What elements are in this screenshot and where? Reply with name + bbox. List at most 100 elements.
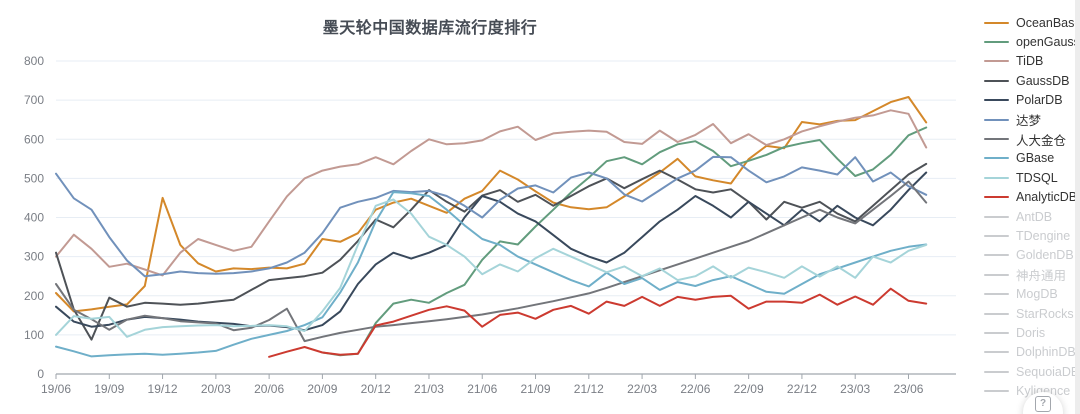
- series-line-GaussDB: [55, 162, 928, 341]
- legend-item-Kyligence[interactable]: Kyligence: [984, 381, 1080, 400]
- legend-marker: [984, 196, 1009, 199]
- legend-item-达梦[interactable]: 达梦: [984, 110, 1080, 129]
- y-axis-label: 700: [24, 93, 44, 107]
- legend-marker: [984, 21, 1009, 24]
- y-axis-label: 0: [37, 367, 44, 381]
- help-button[interactable]: ?: [1023, 392, 1063, 414]
- x-axis-label: 22/03: [627, 382, 657, 396]
- legend-item-StarRocks[interactable]: StarRocks: [984, 304, 1080, 323]
- x-axis-label: 22/06: [680, 382, 710, 396]
- legend-marker: [984, 41, 1009, 44]
- legend-label: TDengine: [1016, 228, 1071, 243]
- legend-marker: [984, 138, 1009, 141]
- legend-item-MogDB[interactable]: MogDB: [984, 284, 1080, 303]
- question-icon: ?: [1035, 396, 1051, 412]
- x-axis-label: 20/09: [307, 382, 337, 396]
- legend-label: AntDB: [1016, 209, 1053, 224]
- legend-item-GoldenDB[interactable]: GoldenDB: [984, 246, 1080, 265]
- legend-label: GBase: [1016, 151, 1055, 166]
- legend-marker: [984, 351, 1009, 354]
- x-axis-label: 23/06: [893, 382, 923, 396]
- series-line-TDSQL: [55, 198, 928, 338]
- x-axis-label: 22/12: [787, 382, 817, 396]
- legend-item-DolphinDB[interactable]: DolphinDB: [984, 343, 1080, 362]
- x-axis-label: 23/03: [840, 382, 870, 396]
- series-line-TiDB: [55, 109, 928, 277]
- y-axis-label: 500: [24, 171, 44, 185]
- chart-title: 墨天轮中国数据库流行度排行: [322, 20, 538, 37]
- series-line-AnalyticDB: [268, 287, 928, 358]
- x-axis-label: 19/12: [148, 382, 178, 396]
- x-axis-label: 19/09: [94, 382, 124, 396]
- y-axis-label: 400: [24, 211, 44, 225]
- y-axis-label: 300: [24, 250, 44, 264]
- legend-marker: [984, 99, 1009, 102]
- legend-label: SequoiaDB: [1016, 364, 1080, 379]
- legend-label: GaussDB: [1016, 73, 1070, 88]
- legend-label: TiDB: [1016, 54, 1044, 69]
- legend-label: AnalyticDB: [1016, 190, 1078, 205]
- x-axis-label: 21/12: [574, 382, 604, 396]
- x-axis-label: 22/09: [734, 382, 764, 396]
- legend-item-AntDB[interactable]: AntDB: [984, 207, 1080, 226]
- legend-item-人大金仓[interactable]: 人大金仓: [984, 129, 1080, 148]
- legend-item-GaussDB[interactable]: GaussDB: [984, 71, 1080, 90]
- legend-label: PolarDB: [1016, 93, 1063, 108]
- legend-label: 神舟通用: [1016, 269, 1067, 284]
- legend-item-神舟通用[interactable]: 神舟通用: [984, 265, 1080, 284]
- right-edge-strip: [1075, 0, 1080, 414]
- legend-label: DolphinDB: [1016, 345, 1076, 360]
- x-axis-label: 19/06: [41, 382, 71, 396]
- legend-label: Kyligence: [1016, 384, 1070, 398]
- series-line-GBase: [55, 191, 928, 358]
- series-line-OceanBase: [55, 96, 928, 313]
- legend-marker: [984, 331, 1009, 334]
- legend-item-OceanBase[interactable]: OceanBase: [984, 13, 1080, 32]
- legend-label: openGauss: [1016, 35, 1080, 50]
- x-axis-label: 21/03: [414, 382, 444, 396]
- legend-label: GoldenDB: [1016, 248, 1074, 263]
- legend-marker: [984, 60, 1009, 63]
- legend-marker: [984, 215, 1009, 218]
- x-axis-label: 20/12: [361, 382, 391, 396]
- y-axis-label: 600: [24, 132, 44, 146]
- legend-marker: [984, 293, 1009, 296]
- legend-item-TDengine[interactable]: TDengine: [984, 226, 1080, 245]
- legend-label: OceanBase: [1016, 15, 1080, 30]
- legend-label: TDSQL: [1016, 170, 1058, 185]
- legend-label: StarRocks: [1016, 306, 1074, 321]
- y-axis-label: 100: [24, 328, 44, 342]
- legend-item-GBase[interactable]: GBase: [984, 149, 1080, 168]
- legend-item-PolarDB[interactable]: PolarDB: [984, 91, 1080, 110]
- y-axis-label: 200: [24, 289, 44, 303]
- legend-item-AnalyticDB[interactable]: AnalyticDB: [984, 188, 1080, 207]
- legend-marker: [984, 390, 1009, 393]
- legend-marker: [984, 254, 1009, 257]
- x-axis-label: 21/09: [521, 382, 551, 396]
- legend-item-openGauss[interactable]: openGauss: [984, 32, 1080, 51]
- x-axis-label: 20/06: [254, 382, 284, 396]
- legend-marker: [984, 118, 1009, 121]
- series-line-openGauss: [321, 126, 928, 357]
- series-line-达梦: [55, 155, 928, 278]
- legend-marker: [984, 176, 1009, 179]
- legend-marker: [984, 234, 1009, 237]
- legend-marker: [984, 157, 1009, 160]
- legend-item-Doris[interactable]: Doris: [984, 323, 1080, 342]
- legend-label: MogDB: [1016, 287, 1058, 302]
- legend-item-TDSQL[interactable]: TDSQL: [984, 168, 1080, 187]
- legend-label: 人大金仓: [1016, 133, 1067, 148]
- x-axis-label: 21/06: [467, 382, 497, 396]
- series-line-人大金仓: [55, 180, 928, 343]
- y-axis-label: 800: [24, 54, 44, 68]
- legend-item-SequoiaDB[interactable]: SequoiaDB: [984, 362, 1080, 381]
- legend-item-TiDB[interactable]: TiDB: [984, 52, 1080, 71]
- x-axis-label: 20/03: [201, 382, 231, 396]
- legend-marker: [984, 370, 1009, 373]
- legend-label: Doris: [1016, 325, 1046, 340]
- chart-legend: OceanBase openGauss TiDB GaussDB PolarDB 达梦人大…: [984, 13, 1080, 401]
- legend-label: 达梦: [1016, 114, 1042, 129]
- legend-marker: [984, 312, 1009, 315]
